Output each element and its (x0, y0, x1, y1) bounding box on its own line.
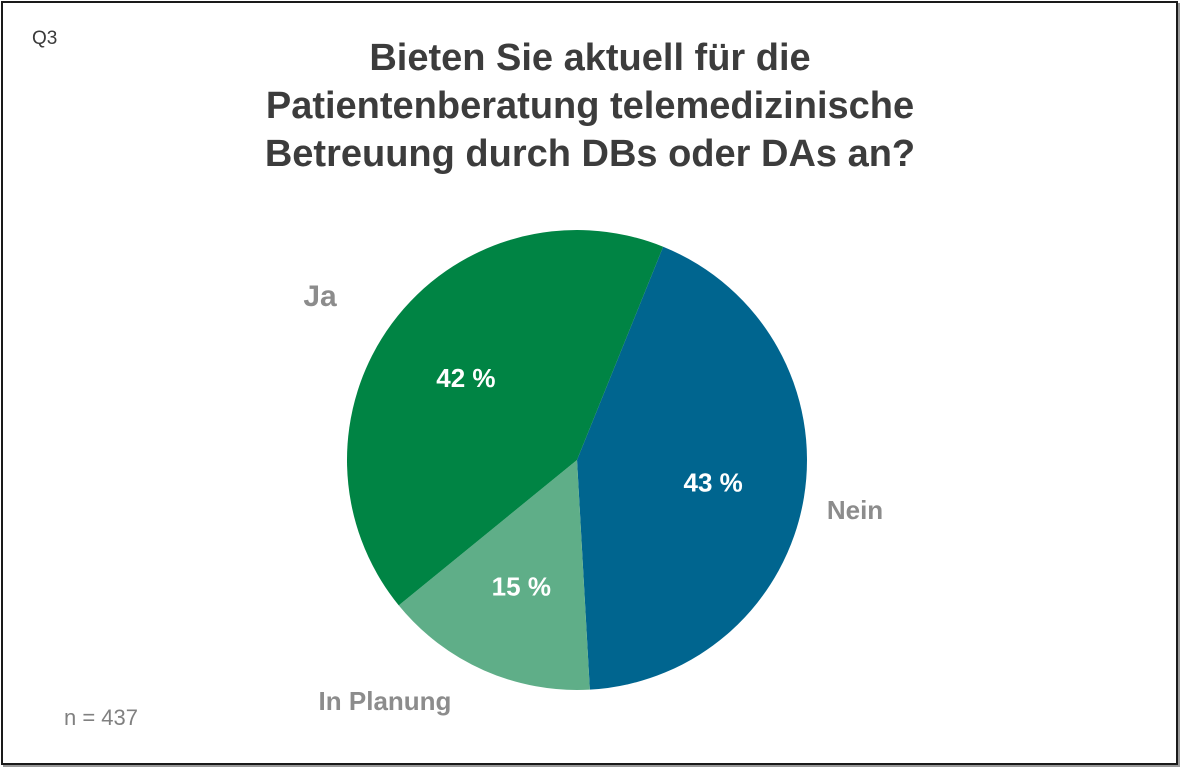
title-line: Bieten Sie aktuell für die (369, 37, 811, 79)
value-label: 42 % (436, 363, 495, 393)
chart-title: Bieten Sie aktuell für die Patientenbera… (0, 34, 1180, 178)
category-label: Nein (827, 495, 883, 525)
pie-slice-in-planung (398, 460, 590, 690)
value-label: 15 % (492, 571, 551, 601)
pie-slice-ja (346, 229, 664, 606)
value-label: 43 % (684, 468, 743, 498)
pie-slice-nein (577, 246, 807, 690)
title-line: Betreuung durch DBs oder DAs an? (264, 133, 916, 175)
title-line: Patientenberatung telemedizinische (265, 85, 915, 127)
sample-size: n = 437 (64, 705, 139, 730)
question-id: Q3 (32, 28, 58, 49)
category-label: In Planung (319, 686, 452, 716)
category-label: Ja (303, 280, 337, 313)
